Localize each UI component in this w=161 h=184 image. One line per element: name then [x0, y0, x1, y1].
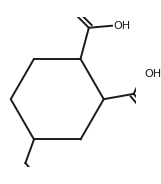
Text: OH: OH	[114, 21, 131, 31]
Text: OH: OH	[145, 69, 161, 79]
